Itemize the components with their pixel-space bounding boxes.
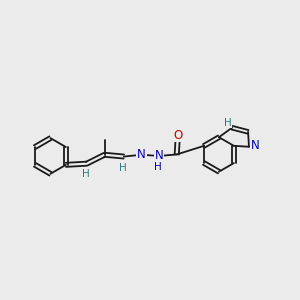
Text: H: H [224,118,232,128]
Text: H: H [154,162,162,172]
Text: N: N [154,149,163,162]
Text: O: O [173,129,182,142]
Text: N: N [251,139,260,152]
Text: H: H [82,169,90,179]
Text: H: H [119,163,127,173]
Text: N: N [137,148,146,161]
